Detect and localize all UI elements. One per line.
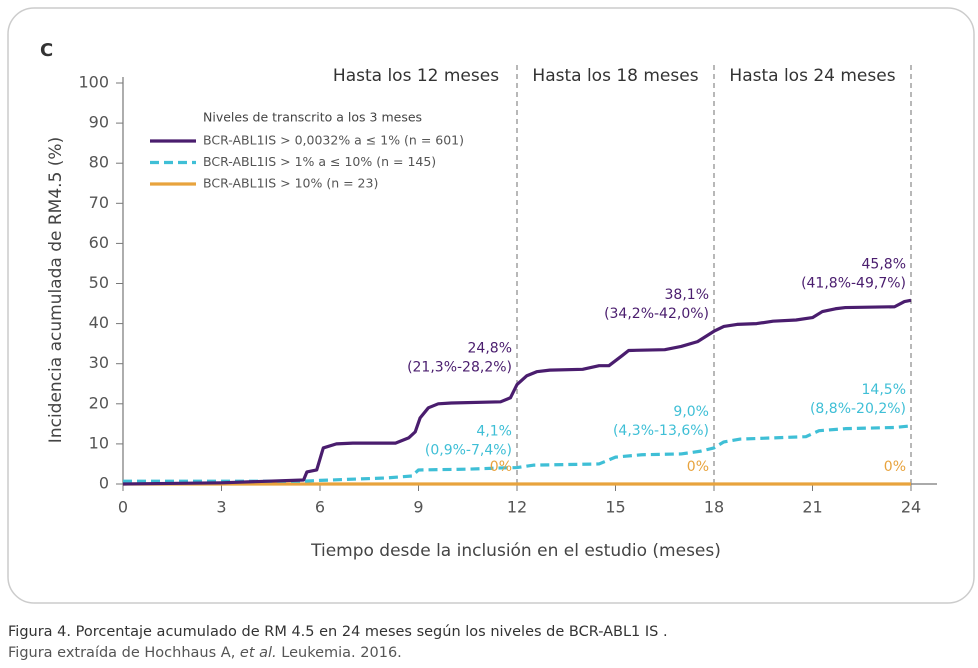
caption-part: et al. [240, 645, 277, 661]
annotation: (41,8%-49,7%) [801, 275, 906, 291]
annotation: 45,8% [862, 256, 906, 272]
panel-label: C [40, 40, 53, 61]
panel-frame [7, 7, 975, 604]
annotation: 38,1% [665, 287, 709, 303]
annotation: 14,5% [862, 382, 906, 398]
annotation: 0% [490, 459, 512, 475]
x-axis-label: Tiempo desde la inclusión en el estudio … [310, 541, 721, 561]
y-tick-label: 80 [89, 153, 109, 172]
x-tick-label: 6 [315, 498, 325, 517]
caption-source: Figura extraída de Hochhaus A, et al. Le… [8, 645, 402, 661]
y-tick-label: 10 [89, 433, 109, 452]
series-line [123, 424, 912, 483]
y-tick-label: 50 [89, 273, 109, 292]
annotation: (34,2%-42,0%) [604, 306, 709, 322]
y-tick-label: 40 [89, 313, 109, 332]
legend-label: BCR-ABL1IS > 0,0032% a ≤ 1% (n = 601) [203, 133, 464, 148]
annotation: (21,3%-28,2%) [407, 360, 512, 376]
x-tick-label: 12 [507, 498, 527, 517]
x-tick-label: 9 [413, 498, 423, 517]
y-tick-label: 100 [78, 73, 109, 92]
annotation: (4,3%-13,6%) [613, 423, 709, 439]
period-label: Hasta los 18 meses [532, 66, 698, 86]
x-tick-label: 21 [802, 498, 822, 517]
series-line [122, 298, 912, 486]
x-tick-label: 3 [216, 498, 226, 517]
annotation: 4,1% [476, 424, 512, 440]
caption-part: Figura extraída de Hochhaus A, [8, 645, 240, 661]
x-tick-label: 0 [118, 498, 128, 517]
annotation: 24,8% [468, 341, 512, 357]
y-tick-label: 30 [89, 353, 109, 372]
legend-title: Niveles de transcrito a los 3 meses [203, 110, 422, 125]
annotation: 0% [687, 459, 709, 475]
y-tick-label: 70 [89, 193, 109, 212]
caption-title: Figura 4. Porcentaje acumulado de RM 4.5… [8, 624, 668, 640]
legend-label: BCR-ABL1IS > 10% (n = 23) [203, 176, 378, 191]
legend-label: BCR-ABL1IS > 1% a ≤ 10% (n = 145) [203, 154, 436, 169]
y-axis-label: Incidencia acumulada de RM4.5 (%) [46, 137, 66, 443]
annotation: 9,0% [673, 404, 709, 420]
annotation: (8,8%-20,2%) [810, 401, 906, 417]
y-tick-label: 90 [89, 113, 109, 132]
x-tick-label: 24 [901, 498, 921, 517]
x-tick-label: 18 [704, 498, 724, 517]
y-tick-label: 20 [89, 393, 109, 412]
period-label: Hasta los 24 meses [729, 66, 895, 86]
annotation: (0,9%-7,4%) [425, 443, 512, 459]
x-tick-label: 15 [605, 498, 625, 517]
period-label: Hasta los 12 meses [333, 66, 499, 86]
y-tick-label: 60 [89, 233, 109, 252]
y-tick-label: 0 [99, 474, 109, 493]
caption-part: Leukemia. 2016. [277, 645, 402, 661]
annotation: 0% [884, 459, 906, 475]
